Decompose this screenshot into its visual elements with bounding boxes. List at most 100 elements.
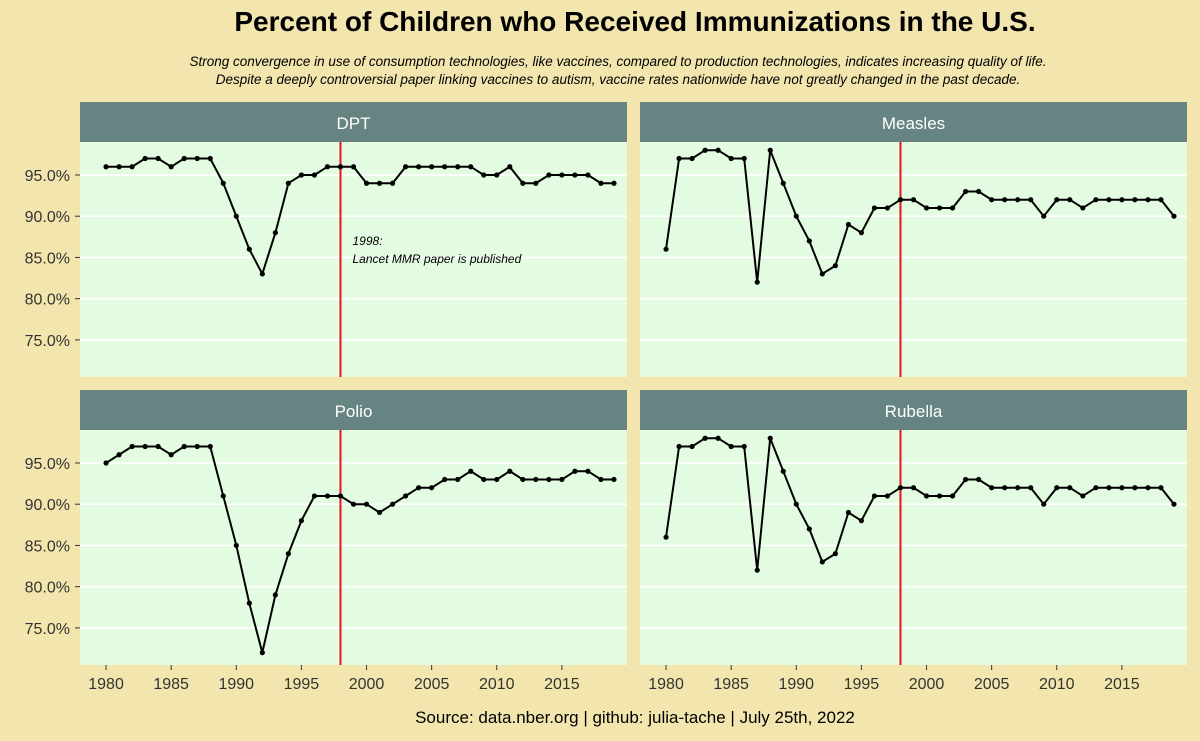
data-point — [207, 155, 213, 162]
x-tick-label: 2010 — [1039, 676, 1075, 693]
data-point — [676, 443, 682, 450]
y-tick-label: 85.0% — [25, 250, 70, 267]
chart-subtitle-line-2: Despite a deeply controversial paper lin… — [215, 72, 1021, 87]
data-point — [728, 443, 734, 450]
chart-title: Percent of Children who Received Immuniz… — [234, 6, 1036, 37]
data-point — [1171, 213, 1177, 219]
data-point — [259, 650, 265, 656]
data-point — [546, 172, 552, 178]
annotation-line-1: 1998: — [353, 234, 383, 248]
data-point — [233, 213, 239, 219]
data-point — [103, 460, 109, 466]
data-point — [350, 501, 357, 507]
data-point — [663, 246, 669, 252]
data-point — [429, 485, 435, 491]
x-tick-label: 1995 — [844, 676, 880, 693]
data-point — [1002, 197, 1008, 203]
data-point — [611, 476, 617, 483]
data-point — [910, 197, 917, 203]
series-line-rubella — [665, 437, 1175, 571]
data-point — [676, 155, 682, 162]
data-point — [311, 172, 318, 178]
data-point — [832, 263, 838, 269]
y-tick-label: 75.0% — [25, 621, 70, 638]
data-point — [481, 172, 487, 178]
data-point — [976, 188, 982, 195]
x-tick-label: 2015 — [544, 676, 580, 693]
panel-background — [80, 430, 627, 665]
data-point — [168, 164, 174, 170]
data-point — [754, 279, 760, 285]
x-tick-label: 2005 — [414, 676, 450, 693]
x-tick-label: 1980 — [88, 676, 124, 693]
data-point — [806, 238, 812, 244]
y-tick-label: 90.0% — [25, 497, 70, 514]
data-point — [533, 180, 539, 186]
facet-strip — [80, 390, 627, 430]
data-point — [819, 271, 825, 277]
data-point — [611, 180, 617, 186]
data-point — [350, 164, 357, 170]
data-point — [1041, 213, 1047, 219]
data-point — [507, 164, 513, 170]
data-point — [389, 180, 396, 186]
data-point — [858, 230, 865, 236]
data-point — [962, 476, 969, 483]
data-point — [1145, 485, 1151, 491]
data-point — [494, 476, 500, 483]
data-point — [181, 155, 187, 162]
data-point — [1002, 485, 1008, 491]
facet-strip — [640, 390, 1187, 430]
data-point — [1106, 197, 1112, 203]
data-point — [1158, 485, 1164, 491]
data-point — [376, 509, 383, 516]
data-point — [728, 155, 734, 162]
data-point — [845, 221, 851, 228]
data-point — [337, 164, 344, 170]
annotation-line-2: Lancet MMR paper is published — [353, 252, 522, 266]
data-point — [363, 501, 370, 507]
panel-background — [640, 430, 1187, 665]
y-tick-label: 80.0% — [25, 292, 70, 309]
data-point — [155, 443, 161, 450]
x-tick-label: 1985 — [713, 676, 749, 693]
data-point — [442, 164, 448, 170]
data-point — [598, 180, 604, 186]
data-point — [337, 493, 344, 499]
x-tick-label: 1990 — [218, 676, 254, 693]
data-point — [1041, 501, 1047, 507]
data-point — [741, 443, 747, 450]
x-tick-label: 1985 — [153, 676, 189, 693]
data-point — [546, 476, 552, 483]
data-point — [793, 213, 799, 219]
data-point — [324, 493, 331, 499]
data-point — [1171, 501, 1177, 507]
data-point — [116, 164, 122, 170]
data-point — [572, 172, 578, 178]
data-point — [285, 180, 291, 186]
data-point — [572, 468, 578, 474]
data-point — [793, 501, 799, 507]
data-point — [220, 180, 226, 186]
x-tick-label: 1995 — [284, 676, 320, 693]
data-point — [246, 246, 252, 252]
data-point — [285, 551, 291, 557]
data-point — [598, 476, 604, 483]
data-point — [1067, 197, 1073, 203]
chart-caption: Source: data.nber.org | github: julia-ta… — [415, 708, 855, 727]
data-point — [989, 485, 995, 491]
facet-strip — [640, 102, 1187, 142]
facet-panel-measles: Measles — [640, 102, 1187, 377]
data-point — [194, 443, 200, 450]
data-point — [702, 435, 708, 441]
data-point — [819, 559, 825, 565]
facet-panel-dpt: DPT 75.0% 80.0% 85.0% 90.0% 95.0% 1998: Lancet … — [25, 102, 627, 377]
chart-subtitle-line-1: Strong convergence in use of consumption… — [189, 54, 1047, 69]
data-point — [533, 476, 539, 483]
data-point — [1093, 197, 1099, 203]
data-point — [897, 197, 904, 203]
data-point — [311, 493, 318, 499]
data-point — [949, 205, 956, 211]
data-point — [468, 164, 474, 170]
data-point — [1106, 485, 1112, 491]
